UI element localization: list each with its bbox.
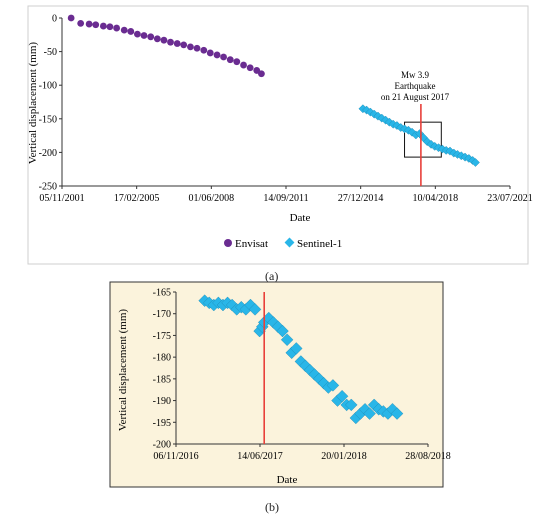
x-tick-label: 28/08/2018: [405, 451, 451, 462]
data-point: [220, 53, 227, 61]
legend-envisat-label: Envisat: [235, 238, 268, 250]
data-point: [187, 43, 194, 51]
data-point: [240, 61, 247, 69]
legend-envisat-marker: [224, 239, 232, 247]
chart-a-xlabel: Date: [290, 212, 311, 224]
data-point: [85, 20, 93, 28]
chart-b-xlabel: Date: [277, 474, 298, 486]
y-tick-label: -50: [44, 47, 57, 58]
data-point: [127, 28, 135, 35]
data-point: [193, 44, 201, 52]
data-point: [160, 36, 168, 44]
x-tick-label: 14/06/2017: [237, 451, 283, 462]
data-point: [206, 49, 214, 57]
y-tick-label: -190: [153, 396, 171, 407]
data-point: [213, 51, 221, 59]
data-point: [390, 407, 404, 420]
y-tick-label: 0: [52, 14, 57, 25]
data-point: [167, 38, 174, 46]
x-tick-label: 01/06/2008: [189, 193, 235, 204]
data-point: [233, 58, 241, 66]
y-tick-label: -200: [153, 440, 171, 451]
x-tick-label: 23/07/2021: [487, 193, 533, 204]
data-point: [77, 19, 85, 27]
chart-a-legend: Envisat Sentinel-1: [224, 237, 342, 250]
data-point: [471, 158, 480, 167]
y-tick-label: -100: [39, 81, 57, 92]
data-point: [226, 56, 234, 64]
data-point: [99, 22, 107, 30]
data-point: [92, 21, 100, 29]
chart-a-frame: [27, 5, 529, 265]
x-tick-label: 27/12/2014: [338, 193, 384, 204]
earthquake-annotation: Mw 3.9 Earthquake on 21 August 2017: [381, 70, 450, 102]
data-point: [113, 24, 121, 32]
chart-a-marks: [67, 14, 480, 186]
chart-a-ylabel: Vertical displacement (mm): [27, 42, 39, 165]
data-point: [134, 30, 141, 38]
panel-label-a: (a): [265, 269, 279, 283]
data-point: [106, 23, 114, 31]
chart-b-frame: [109, 281, 444, 488]
data-point: [147, 33, 155, 41]
y-tick-label: -150: [39, 114, 57, 125]
data-point: [280, 333, 294, 346]
chart-b-axes: -165 -170 -175 -180 -185 -190 -195 -20006/11/20…: [153, 288, 451, 463]
data-point: [276, 324, 289, 338]
data-point: [140, 32, 148, 39]
data-point: [248, 303, 262, 316]
data-point: [200, 46, 208, 54]
data-point: [363, 407, 376, 420]
data-point: [173, 40, 181, 47]
legend-sentinel-marker: [284, 237, 295, 248]
data-point: [153, 35, 161, 43]
y-tick-label: -165: [153, 288, 171, 299]
y-tick-label: -175: [153, 331, 171, 342]
x-tick-label: 06/11/2016: [153, 451, 198, 462]
chart-b-ylabel: Vertical displacement (mm): [117, 309, 129, 432]
y-tick-label: -195: [153, 418, 171, 429]
chart-b: -165 -170 -175 -180 -185 -190 -195 -20006/11/20…: [109, 281, 451, 488]
chart-b-marks: [198, 292, 404, 444]
legend-sentinel-label: Sentinel-1: [297, 238, 342, 250]
data-point: [246, 64, 254, 72]
x-tick-label: 05/11/2001: [39, 193, 84, 204]
y-tick-label: -170: [153, 309, 171, 320]
data-point: [345, 398, 358, 412]
zoom-box: [404, 121, 442, 158]
x-tick-label: 10/04/2018: [413, 193, 459, 204]
x-tick-label: 20/01/2018: [321, 451, 367, 462]
data-point: [326, 379, 340, 392]
y-tick-label: -180: [153, 353, 171, 364]
data-point: [67, 14, 75, 22]
annotation-line-1: Mw 3.9: [401, 70, 430, 80]
y-tick-label: -250: [39, 182, 57, 193]
data-point: [290, 342, 303, 355]
annotation-line-3: on 21 August 2017: [381, 92, 450, 102]
data-point: [335, 390, 349, 403]
data-point: [258, 70, 265, 78]
panel-label-b: (b): [265, 500, 279, 514]
x-tick-label: 14/09/2011: [263, 193, 308, 204]
annotation-line-2: Earthquake: [395, 81, 436, 91]
y-tick-label: -200: [39, 148, 57, 159]
x-tick-label: 17/02/2005: [114, 193, 160, 204]
data-point: [120, 26, 128, 34]
data-point: [180, 41, 188, 49]
y-tick-label: -185: [153, 374, 171, 385]
